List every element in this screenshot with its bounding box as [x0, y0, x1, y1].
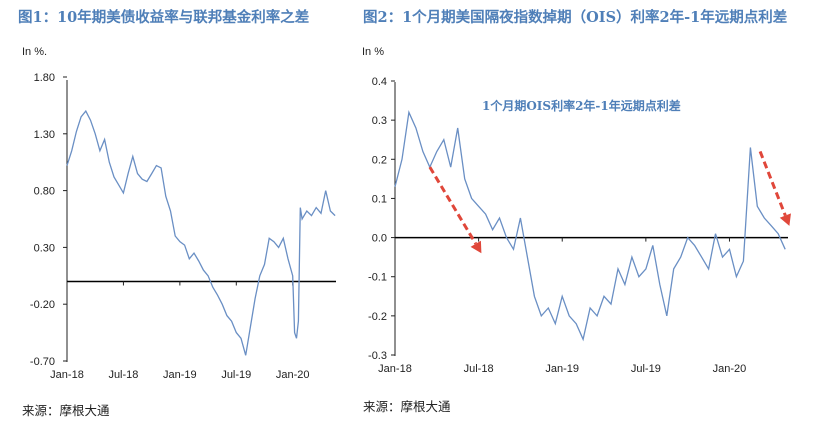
chart2-ytick-label: 0.1 — [372, 193, 387, 205]
chart1-ytick-label: -0.70 — [30, 356, 55, 368]
chart2-ylabel: In % — [362, 46, 384, 58]
chart2-xtick-label: Jul-19 — [631, 363, 661, 375]
chart1-xtick-label: Jul-18 — [108, 369, 138, 381]
chart2-ytick-label: 0.0 — [372, 233, 387, 245]
chart2-series-label: 1个月期OIS利率2年-1年远期点利差 — [482, 98, 681, 113]
chart1-ytick-label: 1.30 — [34, 129, 55, 141]
chart2-ytick-label: 0.4 — [372, 76, 387, 88]
chart2-arrow-head — [779, 213, 791, 226]
chart2-xtick-label: Jan-20 — [713, 363, 747, 375]
chart1-ytick-label: 0.80 — [34, 186, 55, 198]
chart1-source: 来源：摩根大通 — [22, 403, 110, 418]
chart1-ytick-label: 0.30 — [34, 242, 55, 254]
chart2-xtick-label: Jul-18 — [464, 363, 494, 375]
chart2-ytick-label: 0.3 — [372, 115, 387, 127]
chart1-xtick-label: Jan-19 — [163, 369, 197, 381]
chart2-xtick-label: Jan-19 — [545, 363, 579, 375]
chart2-source: 来源：摩根大通 — [363, 399, 451, 414]
chart2-ytick-label: -0.1 — [368, 272, 387, 284]
chart2-xtick-label: Jan-18 — [378, 363, 412, 375]
chart1-series-line — [66, 109, 336, 356]
chart2-series-line — [394, 109, 786, 342]
chart2-trend-arrow — [758, 150, 787, 217]
chart2-ytick-label: -0.3 — [368, 350, 387, 362]
chart1-ylabel: In %. — [22, 46, 47, 58]
chart1-xtick-label: Jan-18 — [50, 369, 84, 381]
chart2-trend-arrow — [428, 166, 478, 245]
chart1-ytick-label: -0.20 — [30, 299, 55, 311]
chart1-xtick-label: Jan-20 — [276, 369, 310, 381]
chart2-ytick-label: 0.2 — [372, 154, 387, 166]
chart2-ytick-label: -0.2 — [368, 311, 387, 323]
chart2-arrow-head — [470, 240, 482, 254]
chart1-xtick-label: Jul-19 — [221, 369, 251, 381]
chart2-title: 图2：1个月期美国隔夜指数掉期（OIS）利率2年-1年远期点利差 — [363, 9, 788, 26]
chart1-ytick-label: 1.80 — [34, 72, 55, 84]
chart1-title: 图1：10年期美债收益率与联邦基金利率之差 — [18, 9, 310, 26]
